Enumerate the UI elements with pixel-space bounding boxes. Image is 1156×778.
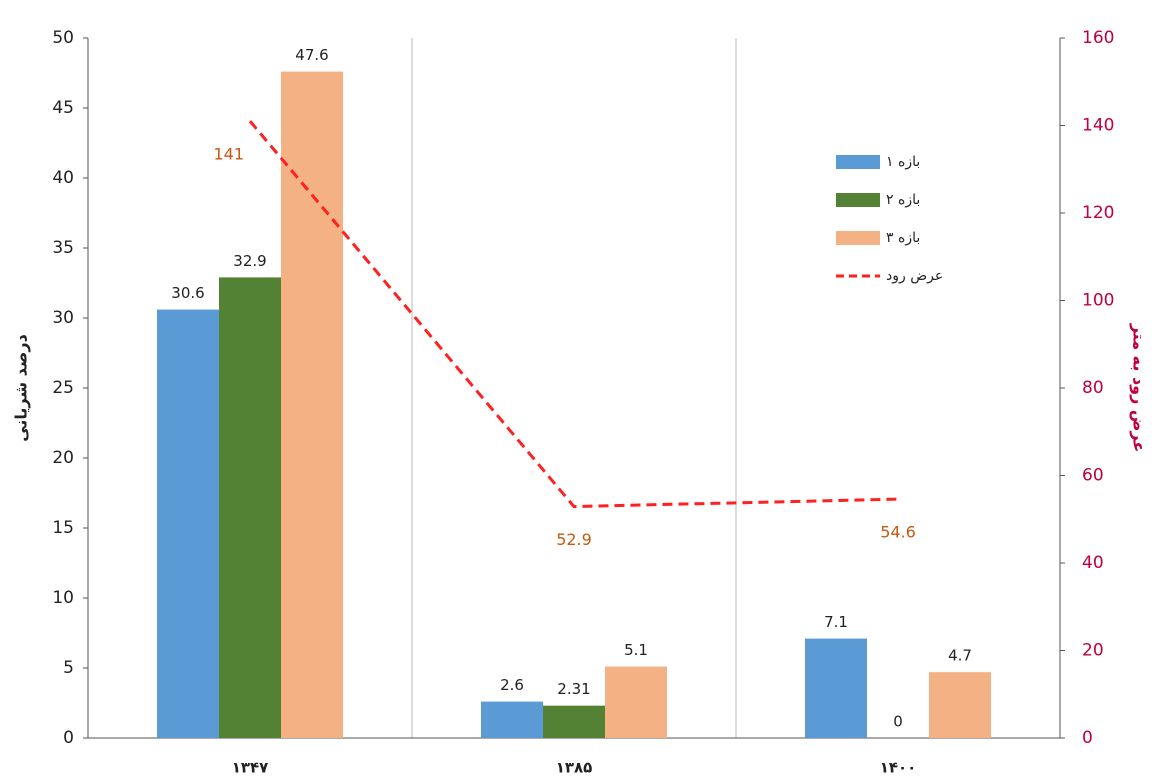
y2-axis-label: عرض رود به متر [1130, 323, 1149, 453]
bar [805, 638, 867, 738]
y-tick-label: 15 [52, 518, 74, 538]
bar-value-label: 7.1 [824, 613, 848, 631]
y2-tick-label: 160 [1082, 28, 1114, 48]
legend-swatch [836, 193, 880, 207]
y-tick-label: 30 [52, 308, 74, 328]
bar-value-label: 2.6 [500, 676, 524, 694]
y2-tick-label: 60 [1082, 466, 1104, 486]
y-tick-label: 0 [63, 728, 74, 748]
legend-swatch [836, 231, 880, 245]
legend-label: بازه ۲ [886, 192, 920, 208]
bar [605, 666, 667, 738]
y2-tick-label: 80 [1082, 378, 1104, 398]
line-value-label: 54.6 [880, 523, 916, 542]
bar-value-label: 5.1 [624, 641, 648, 659]
bar [281, 71, 343, 739]
bar [481, 701, 543, 738]
bar-value-label: 0 [893, 713, 903, 731]
x-tick-label: ۱۳۴۷ [232, 759, 269, 777]
bar-value-label: 4.7 [948, 647, 972, 665]
bar [219, 277, 281, 738]
bar [157, 309, 219, 738]
x-tick-label: ۱۴۰۰ [880, 759, 917, 777]
bar-value-label: 30.6 [171, 284, 204, 302]
y-axis-label: درصد شریانی [12, 334, 31, 442]
y-tick-label: 25 [52, 378, 74, 398]
line-value-label: 52.9 [556, 530, 592, 549]
y2-tick-label: 20 [1082, 641, 1104, 661]
bar-value-label: 32.9 [233, 252, 266, 270]
bar-value-label: 2.31 [557, 680, 590, 698]
line-value-label: 141 [213, 145, 244, 164]
bar-value-label: 47.6 [295, 46, 328, 64]
x-tick-label: ۱۳۸۵ [556, 759, 593, 777]
y2-tick-label: 40 [1082, 553, 1104, 573]
y-tick-label: 20 [52, 448, 74, 468]
legend-label: بازه ۱ [886, 154, 920, 170]
y-tick-label: 40 [52, 168, 74, 188]
bar [543, 705, 605, 738]
y2-tick-label: 140 [1082, 116, 1114, 136]
y-tick-label: 50 [52, 28, 74, 48]
line [248, 120, 899, 509]
y2-tick-label: 0 [1082, 728, 1093, 748]
legend-label: عرض رود [886, 268, 943, 284]
y2-tick-label: 120 [1082, 203, 1114, 223]
y-tick-label: 10 [52, 588, 74, 608]
y2-tick-label: 100 [1082, 291, 1114, 311]
y-tick-label: 35 [52, 238, 74, 258]
y-tick-label: 45 [52, 98, 74, 118]
legend-swatch [836, 155, 880, 169]
legend-label: بازه ۳ [886, 230, 920, 246]
y-tick-label: 5 [63, 658, 74, 678]
bar [929, 672, 991, 738]
